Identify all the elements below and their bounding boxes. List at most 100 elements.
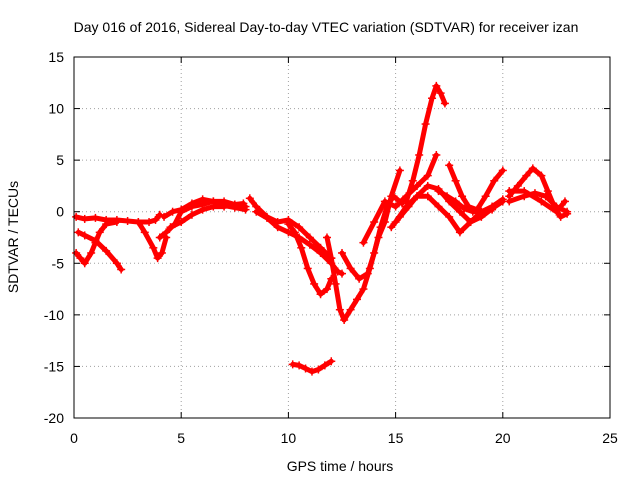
data-point-marker [316, 290, 325, 299]
data-point-marker [187, 199, 196, 208]
data-point-marker [239, 199, 248, 208]
data-point-marker [301, 364, 310, 373]
plot-frame [73, 56, 611, 419]
data-point-marker [338, 248, 346, 257]
data-point-marker [76, 254, 85, 263]
data-point-marker [335, 305, 344, 314]
data-point-marker [155, 210, 164, 219]
data-point-marker [468, 207, 477, 216]
data-point-marker [187, 210, 196, 219]
data-point-marker [74, 228, 83, 237]
data-point-marker [505, 187, 514, 196]
data-point-marker [415, 150, 424, 159]
data-point-marker [445, 212, 454, 221]
data-point-marker [443, 192, 452, 201]
data-point-marker [209, 202, 218, 211]
y-axis-label: SDTVAR / TECUs [5, 181, 21, 293]
series-trace-10 [285, 221, 334, 297]
data-point-marker [145, 218, 154, 227]
data-point-marker [477, 207, 486, 216]
data-point-marker [155, 233, 164, 242]
data-series [72, 81, 572, 376]
data-point-marker [541, 192, 550, 201]
data-point-marker [402, 202, 411, 211]
data-point-marker [284, 220, 293, 229]
data-point-marker [290, 228, 299, 237]
data-point-marker [160, 212, 169, 221]
data-point-marker [543, 187, 552, 196]
data-point-marker [320, 361, 329, 370]
data-point-marker [262, 213, 271, 222]
data-point-marker [87, 248, 96, 257]
data-point-marker [389, 192, 398, 201]
data-point-marker [166, 223, 175, 232]
data-point-marker [102, 246, 111, 255]
data-point-marker [117, 265, 126, 274]
data-point-marker [112, 259, 121, 268]
data-point-marker [434, 187, 443, 196]
data-point-marker [198, 195, 207, 204]
data-point-marker [157, 248, 166, 257]
data-point-marker [520, 187, 529, 196]
data-point-marker [488, 205, 497, 214]
data-point-marker [428, 94, 437, 103]
data-point-marker [149, 243, 158, 252]
data-point-marker [168, 207, 177, 216]
data-point-marker [295, 361, 304, 370]
data-point-marker [363, 269, 372, 278]
data-point-marker [140, 228, 149, 237]
data-point-marker [340, 316, 349, 325]
data-point-marker [303, 264, 312, 273]
data-point-marker [513, 181, 522, 190]
x-tick-label: 20 [495, 430, 511, 446]
data-point-marker [440, 99, 449, 108]
data-point-marker [134, 218, 143, 227]
data-point-marker [297, 243, 306, 252]
data-point-marker [112, 218, 121, 227]
data-point-marker [423, 181, 432, 190]
data-point-marker [310, 279, 319, 288]
data-point-marker [522, 171, 531, 180]
data-point-marker [537, 197, 546, 206]
data-point-marker [528, 164, 537, 173]
x-tick-label: 5 [177, 430, 185, 446]
data-point-marker [91, 238, 100, 247]
grid-lines [74, 57, 610, 418]
y-tick-label: -10 [44, 307, 64, 323]
x-tick-label: 25 [602, 430, 618, 446]
y-tick-label: 5 [56, 152, 64, 168]
data-point-marker [505, 197, 514, 206]
data-point-marker [376, 223, 385, 232]
data-point-marker [72, 212, 81, 221]
data-point-marker [552, 207, 561, 216]
data-point-marker [102, 220, 111, 229]
data-point-marker [560, 197, 569, 206]
data-point-marker [466, 218, 475, 227]
data-point-marker [556, 212, 565, 221]
data-point-marker [162, 228, 171, 237]
data-point-marker [355, 274, 364, 283]
data-point-marker [338, 269, 346, 278]
data-point-marker [370, 248, 379, 257]
data-point-marker [436, 89, 445, 98]
chart-title: Day 016 of 2016, Sidereal Day-to-day VTE… [74, 19, 579, 35]
x-tick-label: 15 [388, 430, 404, 446]
data-point-marker [316, 248, 325, 257]
y-tick-label: -5 [52, 255, 65, 271]
data-point-marker [307, 367, 316, 376]
data-point-marker [305, 240, 314, 249]
data-point-marker [331, 279, 340, 288]
data-point-marker [432, 150, 441, 159]
data-point-marker [359, 285, 368, 294]
data-point-marker [498, 166, 507, 175]
data-point-marker [421, 120, 430, 129]
data-point-marker [198, 205, 207, 214]
data-point-marker [245, 194, 254, 203]
data-point-marker [563, 207, 572, 216]
data-point-marker [273, 223, 282, 232]
data-point-marker [80, 259, 89, 268]
data-point-marker [91, 213, 100, 222]
y-tick-label: -20 [44, 410, 64, 426]
data-point-marker [327, 357, 336, 366]
